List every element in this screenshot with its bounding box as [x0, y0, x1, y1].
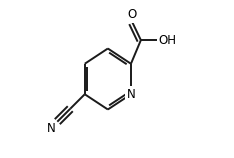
Text: N: N	[127, 88, 135, 101]
Text: OH: OH	[158, 34, 176, 47]
Text: O: O	[128, 9, 137, 21]
Text: N: N	[47, 122, 55, 135]
